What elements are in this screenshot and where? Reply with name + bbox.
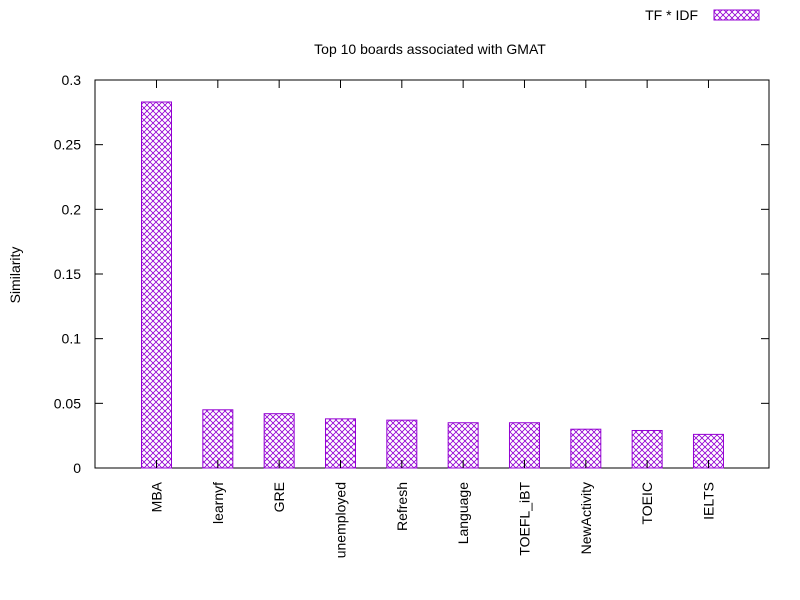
bar-gre <box>263 413 295 469</box>
x-tick-label: TOEIC <box>639 482 655 525</box>
y-tick-label: 0.1 <box>62 331 82 347</box>
y-tick-label: 0.25 <box>54 137 81 153</box>
legend-label: TF * IDF <box>645 7 698 23</box>
bar-learnyf <box>202 409 234 469</box>
y-tick-label: 0.15 <box>54 266 81 282</box>
x-tick-label: MBA <box>149 481 165 512</box>
y-axis-ticks: 0 0.05 0.1 0.15 0.2 0.25 0.3 <box>54 72 769 476</box>
y-tick-label: 0.2 <box>62 201 82 217</box>
bar-unemployed <box>324 418 356 469</box>
x-axis-ticks: MBA learnyf GRE unemployed Refresh Language TO… <box>149 80 716 558</box>
y-tick-label: 0.05 <box>54 395 81 411</box>
bars <box>141 101 724 469</box>
x-tick-label: unemployed <box>332 482 348 558</box>
x-tick-label: Language <box>455 482 471 545</box>
legend-swatch <box>713 9 760 21</box>
y-tick-label: 0 <box>73 460 81 476</box>
x-tick-label: IELTS <box>700 482 716 520</box>
plot-frame <box>94 79 770 469</box>
x-tick-label: Refresh <box>394 482 410 531</box>
x-tick-label: NewActivity <box>578 482 594 554</box>
x-tick-label: GRE <box>271 482 287 512</box>
chart-title: Top 10 boards associated with GMAT <box>314 41 546 57</box>
y-axis-label: Similarity <box>7 247 23 304</box>
x-tick-label: TOEFL_iBT <box>516 482 532 556</box>
x-tick-label: learnyf <box>210 482 226 524</box>
y-tick-label: 0.3 <box>62 72 82 88</box>
legend: TF * IDF <box>645 7 760 23</box>
bar-mba <box>141 101 172 469</box>
